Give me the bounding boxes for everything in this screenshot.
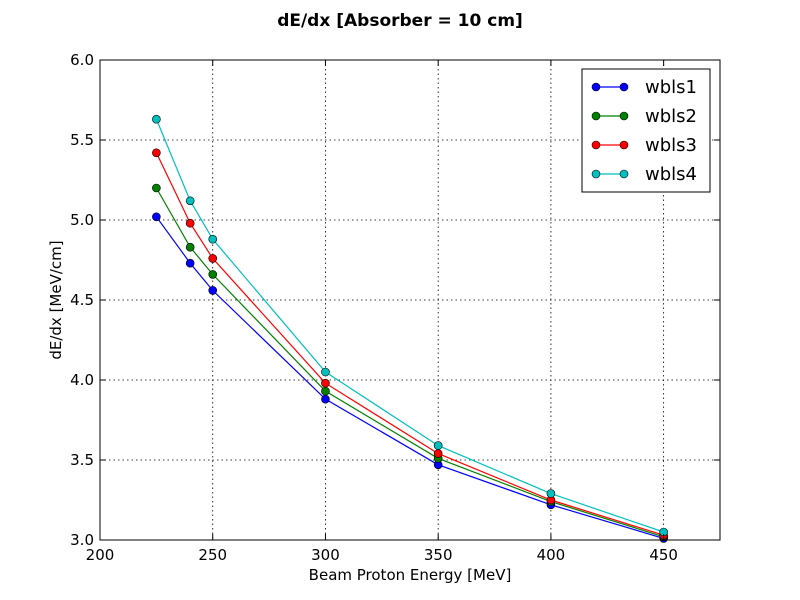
x-tick-label: 300	[311, 546, 340, 564]
data-point-wbls4	[433, 441, 443, 450]
data-point-wbls3	[185, 218, 195, 228]
data-point-wbls2	[185, 242, 195, 252]
data-point-wbls4	[152, 114, 161, 124]
legend-marker	[619, 169, 629, 179]
y-tick-label: 3.0	[70, 531, 94, 549]
data-point-wbls1	[208, 286, 218, 295]
legend-marker	[619, 140, 629, 150]
legend-marker	[591, 169, 601, 179]
data-point-wbls2	[321, 386, 330, 396]
data-point-wbls1	[185, 258, 195, 268]
legend-marker	[591, 82, 601, 92]
legend-marker	[591, 140, 601, 150]
ticks: 200 250 300 350 400 450 3.0 3.5 4.0 4.5 5.0 5.5 6.0	[70, 51, 720, 564]
data-point-wbls1	[152, 212, 161, 222]
legend-label: wbls2	[645, 106, 697, 127]
y-tick-label: 5.0	[70, 211, 94, 229]
legend-box	[581, 68, 711, 193]
data-point-wbls1	[321, 394, 330, 404]
data-point-wbls4	[546, 489, 556, 498]
data-point-wbls3	[321, 378, 330, 388]
legend-label: wbls4	[645, 164, 697, 185]
series-wbls4	[152, 114, 668, 537]
data-point-wbls2	[152, 183, 161, 193]
x-tick-label: 250	[198, 546, 227, 564]
y-tick-label: 3.5	[70, 451, 94, 469]
data-point-wbls3	[152, 148, 161, 158]
y-tick-label: 6.0	[70, 51, 94, 69]
x-axis-label: Beam Proton Energy [MeV]	[309, 566, 512, 584]
legend-label: wbls1	[645, 77, 697, 98]
y-tick-label: 4.5	[70, 291, 94, 309]
legend-marker	[619, 111, 629, 121]
legend: wbls1 wbls2 wbls3 wbls4	[581, 68, 711, 193]
data-point-wbls4	[208, 234, 218, 244]
x-tick-label: 350	[424, 546, 453, 564]
data-point-wbls2	[208, 270, 218, 279]
chart-title: dE/dx [Absorber = 10 cm]	[277, 11, 523, 31]
x-tick-label: 400	[537, 546, 566, 564]
data-point-wbls3	[433, 449, 443, 458]
legend-marker	[591, 111, 601, 121]
data-point-wbls4	[185, 196, 195, 206]
data-point-wbls4	[321, 367, 330, 377]
data-point-wbls3	[208, 254, 218, 263]
legend-marker	[619, 82, 629, 92]
y-tick-label: 4.0	[70, 371, 94, 389]
y-axis-label: dE/dx [MeV/cm]	[47, 240, 65, 359]
x-tick-label: 200	[86, 546, 115, 564]
series-layer	[152, 114, 668, 543]
grid	[100, 60, 720, 540]
x-tick-label: 450	[649, 546, 678, 564]
y-tick-label: 5.5	[70, 131, 94, 149]
legend-label: wbls3	[645, 135, 697, 156]
